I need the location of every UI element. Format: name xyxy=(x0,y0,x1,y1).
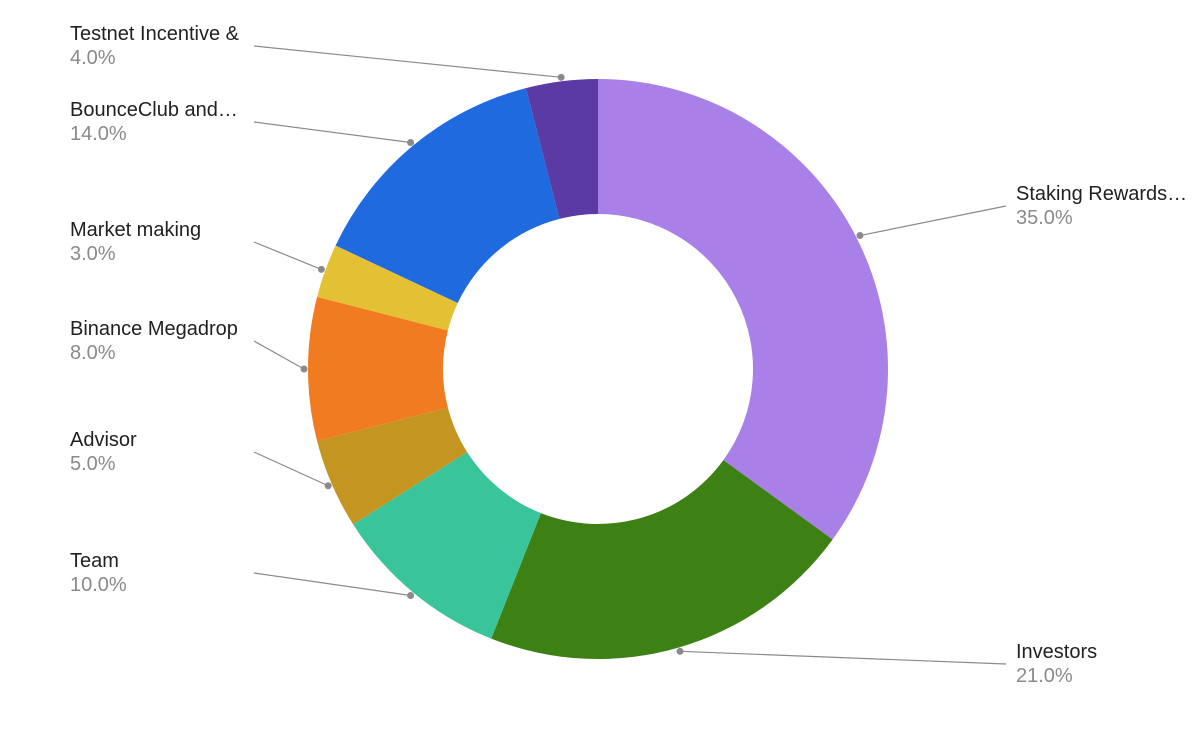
slice-label-name: Team xyxy=(70,550,119,572)
slice-label-pct: 35.0% xyxy=(1016,207,1073,229)
slice-label-pct: 21.0% xyxy=(1016,665,1073,687)
leader-dot xyxy=(856,232,863,239)
slice-label-pct: 3.0% xyxy=(70,243,116,265)
slice-label-pct: 5.0% xyxy=(70,453,116,475)
leader-line xyxy=(254,573,411,596)
slice-label-pct: 14.0% xyxy=(70,123,127,145)
leader-line xyxy=(254,341,304,369)
slice-label-name: Staking Rewards… xyxy=(1016,183,1187,205)
donut-chart-container: Staking Rewards…35.0%Investors21.0%Team1… xyxy=(0,0,1196,738)
leader-line xyxy=(680,651,1006,664)
slice-label-pct: 8.0% xyxy=(70,342,116,364)
slice-label-name: Testnet Incentive & xyxy=(70,23,240,45)
slice-label-pct: 10.0% xyxy=(70,574,127,596)
slice-label-name: Binance Megadrop xyxy=(70,318,238,340)
leader-line xyxy=(254,452,328,486)
leader-line xyxy=(254,46,561,77)
slice-label-pct: 4.0% xyxy=(70,47,116,69)
leader-line xyxy=(254,122,411,142)
leader-line xyxy=(860,206,1006,236)
leader-dot xyxy=(407,592,414,599)
slice-label-name: Investors xyxy=(1016,641,1097,663)
slice-label-name: Market making xyxy=(70,219,201,241)
donut-slice xyxy=(598,79,888,539)
slice-label-name: BounceClub and… xyxy=(70,99,238,121)
leader-dot xyxy=(318,266,325,273)
leader-dot xyxy=(325,482,332,489)
leader-line xyxy=(254,242,321,269)
leader-dot xyxy=(407,139,414,146)
donut-chart-svg: Staking Rewards…35.0%Investors21.0%Team1… xyxy=(0,0,1196,738)
leader-dot xyxy=(677,648,684,655)
slice-label-name: Advisor xyxy=(70,429,137,451)
leader-dot xyxy=(301,366,308,373)
leader-dot xyxy=(558,74,565,81)
